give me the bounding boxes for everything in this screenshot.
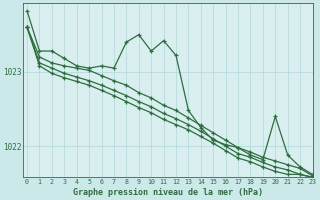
- X-axis label: Graphe pression niveau de la mer (hPa): Graphe pression niveau de la mer (hPa): [73, 188, 263, 197]
